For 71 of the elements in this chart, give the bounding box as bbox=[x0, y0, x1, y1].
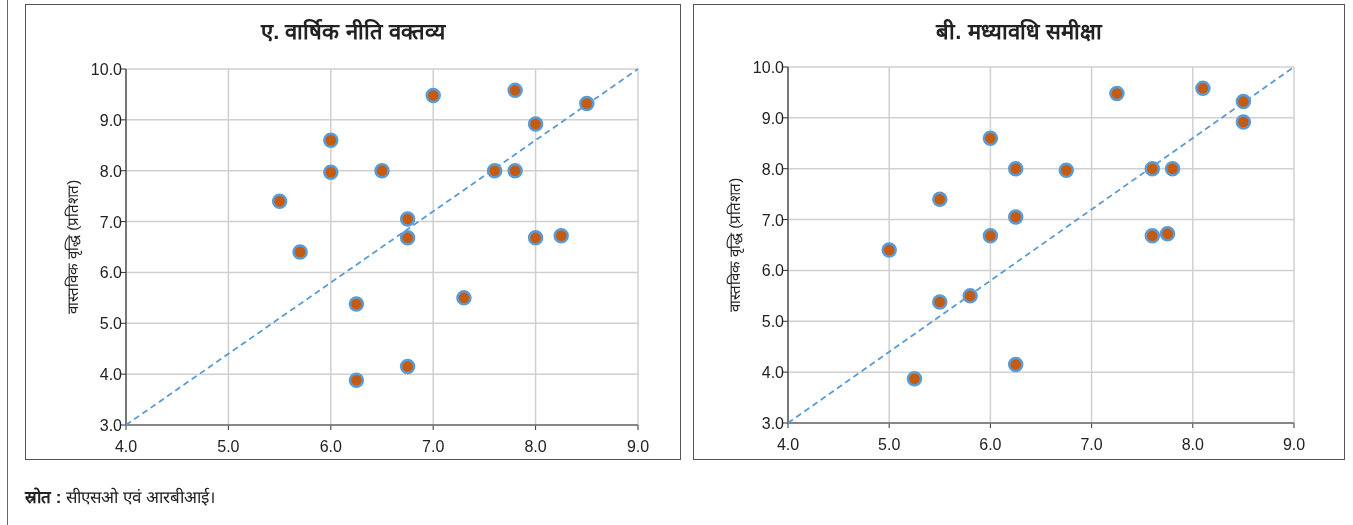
y-tick-label: 4.0 bbox=[761, 364, 785, 382]
point bbox=[374, 162, 390, 179]
y-tick-label: 6.0 bbox=[761, 262, 785, 280]
point bbox=[1144, 160, 1161, 177]
y-tick-label: 3.0 bbox=[99, 417, 123, 434]
x-tick-label: 9.0 bbox=[626, 438, 650, 455]
point bbox=[881, 242, 897, 258]
y-tick-label: 3.0 bbox=[761, 415, 785, 432]
point bbox=[982, 228, 999, 244]
x-tick-label: 4.0 bbox=[776, 436, 800, 453]
point bbox=[323, 132, 339, 148]
point bbox=[1109, 85, 1125, 102]
x-tick-label: 9.0 bbox=[1282, 436, 1306, 453]
point bbox=[527, 116, 544, 132]
y-tick-label: 10.0 bbox=[752, 59, 785, 76]
point bbox=[1235, 114, 1252, 130]
y-axis-title: वास्तविक वृद्धि (प्रतिशत) bbox=[64, 179, 83, 315]
point bbox=[1007, 209, 1024, 225]
x-tick-label: 6.0 bbox=[319, 438, 343, 455]
x-tick-label: 7.0 bbox=[1080, 436, 1103, 453]
y-tick-label: 6.0 bbox=[99, 264, 123, 282]
x-tick-label: 5.0 bbox=[878, 436, 901, 453]
y-tick-label: 9.0 bbox=[99, 111, 123, 129]
point bbox=[1058, 162, 1075, 178]
point bbox=[486, 162, 503, 179]
point bbox=[527, 230, 544, 246]
y-tick-label: 9.0 bbox=[761, 109, 785, 127]
point bbox=[292, 244, 308, 260]
point bbox=[1235, 93, 1252, 110]
point bbox=[399, 211, 416, 227]
x-tick-label: 8.0 bbox=[524, 438, 547, 455]
y-tick-label: 8.0 bbox=[99, 162, 123, 180]
chart-title: ए. वार्षिक नीति वक्तव्य bbox=[260, 18, 446, 44]
point bbox=[507, 82, 523, 99]
point bbox=[1159, 226, 1176, 242]
point bbox=[425, 87, 441, 104]
point bbox=[271, 193, 288, 209]
point bbox=[932, 294, 948, 310]
point bbox=[1164, 160, 1181, 177]
point bbox=[962, 288, 978, 304]
y-tick-label: 7.0 bbox=[761, 211, 785, 229]
y-axis-title: वास्तविक वृद्धि (प्रतिशत) bbox=[726, 177, 745, 313]
y-tick-label: 5.0 bbox=[99, 315, 123, 333]
x-tick-label: 4.0 bbox=[114, 438, 138, 455]
point bbox=[906, 371, 923, 387]
point bbox=[456, 290, 472, 306]
point bbox=[348, 372, 365, 388]
x-tick-label: 6.0 bbox=[979, 436, 1002, 453]
x-tick-label: 7.0 bbox=[422, 438, 445, 455]
point bbox=[932, 191, 948, 207]
y-tick-label: 5.0 bbox=[761, 313, 785, 331]
x-tick-label: 8.0 bbox=[1181, 436, 1205, 453]
point bbox=[507, 162, 523, 179]
point bbox=[323, 164, 339, 180]
point bbox=[1007, 356, 1024, 373]
y-tick-label: 8.0 bbox=[761, 160, 785, 178]
y-tick-label: 10.0 bbox=[90, 61, 123, 78]
x-tick-label: 5.0 bbox=[217, 438, 240, 455]
point bbox=[399, 230, 416, 246]
y-tick-label: 4.0 bbox=[99, 366, 123, 384]
point bbox=[1144, 228, 1161, 244]
point bbox=[579, 95, 595, 112]
y-tick-label: 7.0 bbox=[99, 213, 123, 231]
point bbox=[1195, 80, 1211, 97]
point bbox=[399, 358, 416, 375]
text: स्रोत : सीएसओ एवं आरबीआई। bbox=[25, 486, 215, 508]
point bbox=[553, 228, 569, 244]
point bbox=[1007, 160, 1024, 177]
point bbox=[348, 296, 365, 312]
chart-title: बी. मध्यावधि समीक्षा bbox=[935, 18, 1103, 44]
point bbox=[982, 130, 999, 146]
